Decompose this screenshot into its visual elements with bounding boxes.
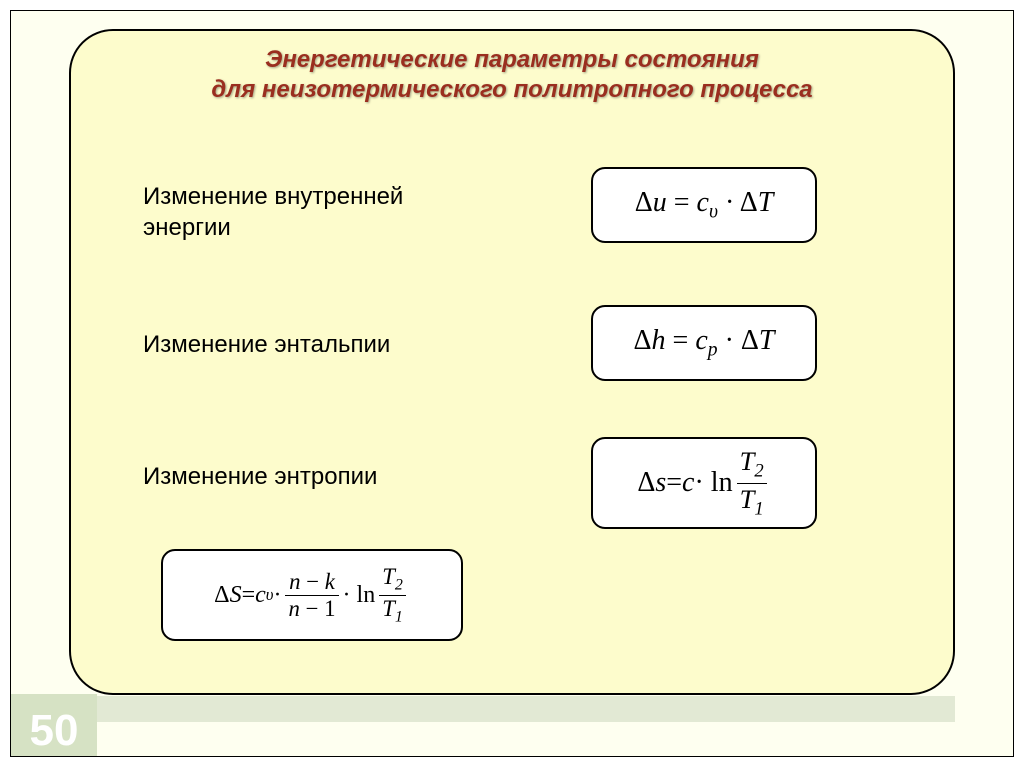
title-line-1: Энергетические параметры состояния xyxy=(101,45,923,75)
formula-enthalpy: Δh = cp · ΔT xyxy=(591,305,817,381)
footer-strip xyxy=(97,696,955,722)
formula-internal-energy: Δu = cυ · ΔT xyxy=(591,167,817,243)
title-block: Энергетические параметры состояния для н… xyxy=(101,45,923,105)
page-number: 50 xyxy=(11,694,97,756)
formula-entropy-simple: Δs = c · ln T2 T1 xyxy=(591,437,817,529)
formula-entropy-full: ΔS = cυ · n − k n − 1 · ln T2 T1 xyxy=(161,549,463,641)
label-entropy: Изменение энтропии xyxy=(143,461,377,492)
label-internal-energy: Изменение внутреннейэнергии xyxy=(143,181,443,243)
slide-frame: Энергетические параметры состояния для н… xyxy=(10,10,1014,757)
title-line-2: для неизотермического политропного проце… xyxy=(101,75,923,105)
body-area: Изменение внутреннейэнергии Δu = cυ · ΔT… xyxy=(101,105,923,665)
label-enthalpy: Изменение энтальпии xyxy=(143,329,390,360)
content-panel: Энергетические параметры состояния для н… xyxy=(69,29,955,695)
